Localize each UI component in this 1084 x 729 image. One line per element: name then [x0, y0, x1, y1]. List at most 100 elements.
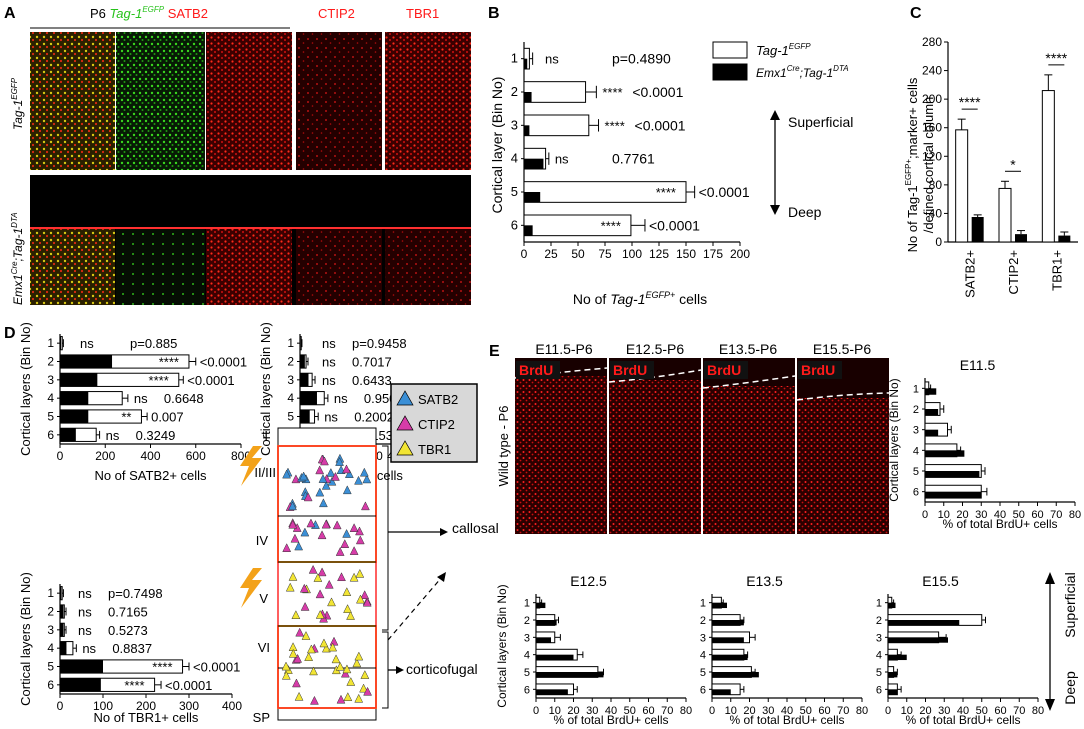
significance-label: ns [106, 428, 120, 443]
panel-a-channel-tbr1: TBR1 [406, 6, 439, 21]
neuron-triangle [354, 475, 363, 485]
chart-title: E15.5 [922, 573, 959, 589]
chart-title: E12.5 [570, 573, 607, 589]
neuron-triangle [315, 487, 325, 497]
bar-mutant [1058, 235, 1071, 242]
y-axis-label: Cortical layers (Bin No) [258, 322, 273, 456]
y-tick-label: 200 [922, 92, 942, 106]
category-label: 6 [524, 684, 530, 696]
category-label: 4 [511, 151, 518, 166]
panel-c-ylabel-post: ;marker+ cells [905, 77, 920, 159]
neuron-triangle [354, 693, 364, 703]
neuron-triangle [317, 530, 327, 540]
significance-label: ns [78, 605, 92, 620]
panel-e-images: E11.5-P6 E12.5-P6 E13.5-P6 E15.5-P6 BrdU… [514, 341, 890, 534]
x-tick-label: 60 [642, 705, 654, 717]
schematic-layer-6: VI [258, 640, 270, 655]
x-tick-label: 400 [140, 449, 160, 463]
category-label: 2 [876, 615, 882, 627]
significance-label: ns [555, 152, 569, 167]
category-label: 4 [47, 641, 54, 655]
neuron-triangle [304, 652, 314, 661]
y-tick-label: 80 [929, 178, 943, 192]
neuron-triangle [299, 471, 309, 481]
bar-control [523, 81, 587, 103]
image-mutant-tbr1 [385, 228, 471, 305]
chart-title: E11.5 [960, 357, 996, 373]
row-bottom-name-2: ;Tag-1 [11, 228, 25, 262]
image-title-e11: E11.5-P6 [535, 341, 593, 357]
row-bottom-name-1: Emx1 [11, 274, 25, 305]
brdu-image-e12 [609, 358, 701, 534]
bar-mutant [925, 471, 980, 478]
category-label: 2 [700, 615, 706, 627]
category-label: TBR1+ [1049, 250, 1064, 291]
neuron-triangle [331, 654, 341, 664]
panel-a-age: P6 [90, 6, 106, 21]
image-control-ctip2 [296, 32, 382, 170]
brdu-label-e12: BrdU [613, 362, 647, 378]
x-tick-label: 50 [571, 247, 585, 261]
neuron-triangle [342, 485, 352, 495]
category-label: 4 [287, 391, 294, 405]
neuron-triangle [281, 661, 291, 671]
bar-control [523, 114, 590, 137]
bar-mutant [888, 602, 896, 609]
row-bottom-sup-2: DTA [10, 212, 19, 227]
neuron-triangle [362, 474, 372, 484]
bar-mutant [925, 491, 982, 499]
image-title-e15: E15.5-P6 [813, 341, 872, 357]
neuron-triangle [332, 520, 342, 530]
category-label: 3 [47, 623, 54, 637]
x-tick-label: 30 [938, 705, 950, 717]
panel-a-letter: A [4, 5, 16, 22]
x-tick-label: 50 [1013, 509, 1025, 521]
category-label: 4 [47, 391, 54, 405]
neuron-triangle [291, 610, 301, 619]
neuron-triangle [319, 498, 328, 508]
bar-mutant [712, 620, 744, 626]
lightning-icon [240, 568, 262, 608]
bar-mutant [925, 409, 939, 416]
x-tick-label: 100 [622, 247, 642, 261]
schematic-layer-5: V [259, 591, 268, 606]
legend-mutant-sup-1: Cre [787, 64, 800, 73]
category-label: 5 [47, 410, 54, 424]
x-tick-label: 600 [186, 449, 206, 463]
legend-mutant-label-2: ;Tag-1 [800, 66, 834, 80]
neuron-triangle [340, 668, 350, 678]
bar-mutant [60, 641, 67, 655]
p-value-label: <0.0001 [632, 84, 683, 100]
y-axis-label: Cortical layers (Bin No) [18, 322, 33, 456]
neuron-triangle [309, 666, 318, 676]
p-value-label: 0.007 [151, 410, 184, 425]
schematic-legend: SATB2 CTIP2 TBR1 [390, 383, 478, 463]
image-mutant-ctip2 [296, 228, 382, 305]
neuron-triangle [356, 594, 365, 604]
panel-a-channel-satb2: SATB2 [168, 6, 208, 21]
x-tick-label: 50 [800, 705, 812, 717]
panel-a-row-label-top: Tag-1EGFP [10, 77, 25, 130]
layer-schematic: I II/III IV V VI SP callosal corticofuga… [240, 427, 499, 725]
neuron-triangle [293, 653, 303, 663]
x-tick-label: 150 [676, 247, 696, 261]
x-tick-label: 40 [994, 509, 1006, 521]
panel-c-ylabel-sup: EGFP+ [904, 159, 913, 186]
bar-mutant [712, 602, 727, 609]
bar-mutant [300, 373, 309, 387]
x-tick-label: 40 [957, 705, 969, 717]
x-tick-label: 50 [976, 705, 988, 717]
neuron-triangle [327, 597, 336, 607]
significance-label: **** [601, 218, 621, 233]
panel-b-legend: Tag-1EGFP Emx1Cre;Tag-1DTA [712, 41, 849, 81]
panel-a-header: P6 Tag-1EGFP SATB2 CTIP2 TBR1 [30, 5, 439, 29]
neuron-triangle [300, 527, 310, 537]
p-value-label: 0.3249 [136, 428, 176, 443]
row-bottom-sup-1: Cre [10, 261, 19, 274]
neuron-triangle [320, 456, 329, 466]
svg-text:P6 Tag-1EGFP SATB2: P6 Tag-1EGFP SATB2 [90, 5, 208, 21]
bar-mutant [888, 637, 948, 643]
bar-mutant [60, 586, 62, 600]
schematic-layer-sp: SP [253, 710, 270, 725]
x-tick-label: 0 [57, 449, 64, 463]
